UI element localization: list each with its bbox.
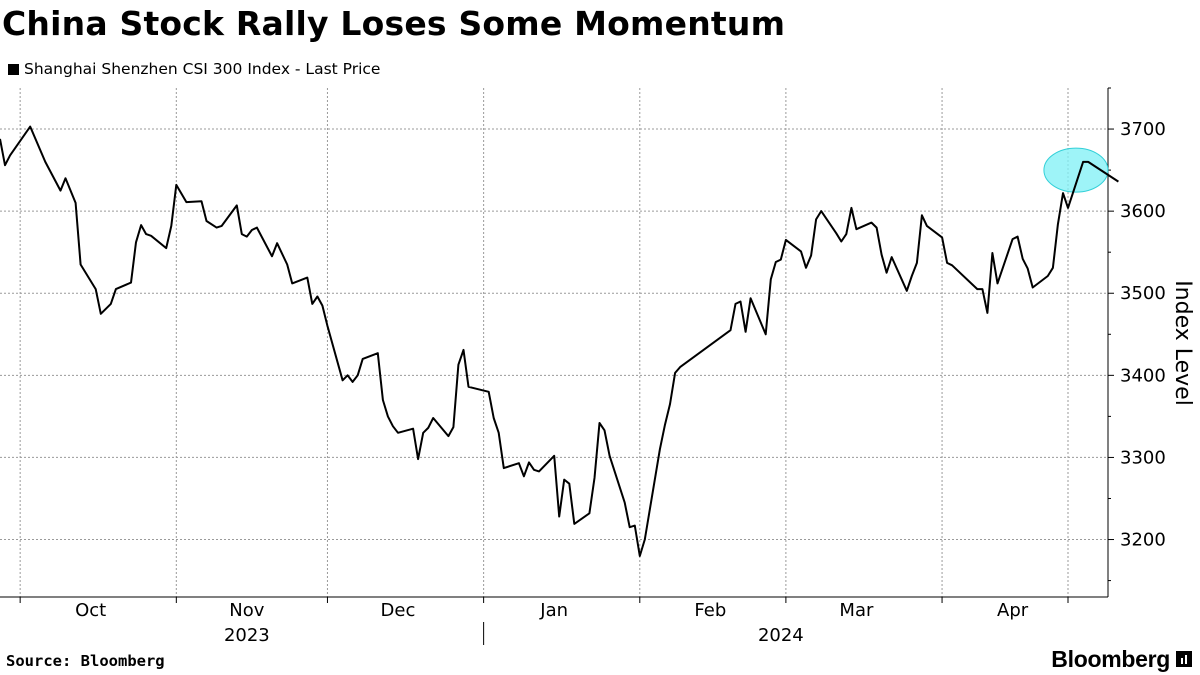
y-tick-label: 3700 [1120,119,1166,140]
x-tick-label: Oct [75,600,106,621]
x-tick-label: Apr [997,600,1029,621]
brand-name: Bloomberg [1051,646,1170,672]
tick-labels: 3200 3300 3400 3500 3600 3700 Oct Nov Dec Jan Feb M… [75,119,1166,646]
chart-title: China Stock Rally Loses Some Momentum [2,4,786,43]
y-tick-label: 3400 [1120,365,1166,386]
x-tick-label: Dec [381,600,416,621]
legend: Shanghai Shenzhen CSI 300 Index - Last P… [8,59,380,79]
year-label: 2023 [224,625,270,646]
x-tick-label: Nov [229,600,264,621]
y-tick-label: 3500 [1120,283,1166,304]
highlight-ellipse [1043,147,1109,193]
y-tick-label: 3600 [1120,201,1166,222]
y-axis-title: Index Level [1170,280,1195,406]
x-tick-label: Mar [839,600,874,621]
axes [0,87,1114,645]
bloomberg-logo: Bloomberg [1051,646,1192,672]
y-tick-label: 3300 [1120,447,1166,468]
source-note: Source: Bloomberg [6,652,165,670]
series-line [0,125,1119,557]
highlight [1043,147,1109,193]
legend-label: Shanghai Shenzhen CSI 300 Index - Last P… [24,60,381,78]
year-label: 2024 [758,625,804,646]
series [0,125,1119,557]
x-tick-label: Jan [539,600,568,621]
x-tick-label: Feb [694,600,726,621]
bloomberg-mark-icon [1176,651,1192,667]
legend-swatch [8,63,19,75]
y-tick-label: 3200 [1120,530,1166,551]
grid-lines [0,88,1108,597]
